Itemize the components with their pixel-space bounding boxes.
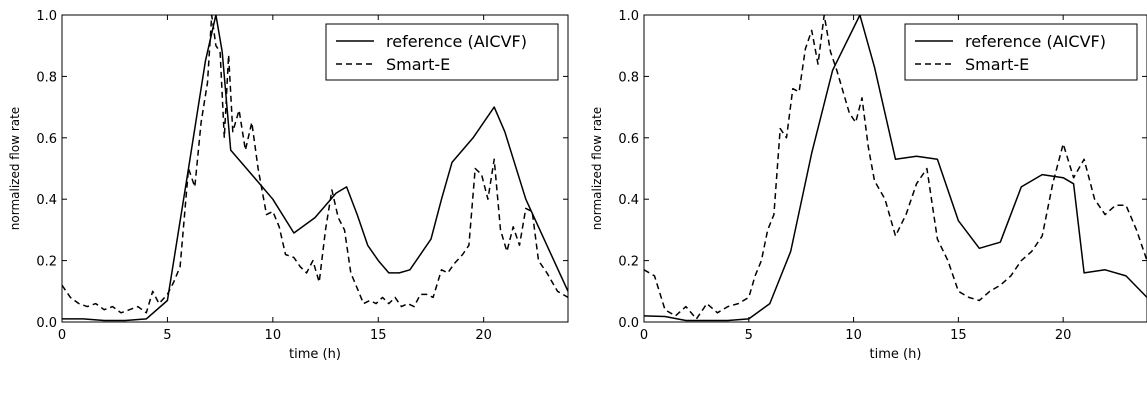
plot-frame bbox=[643, 14, 1147, 323]
legend-label: reference (AICVF) bbox=[965, 32, 1106, 51]
y-tick-label: 1.0 bbox=[36, 9, 57, 24]
y-tick-label: 0.0 bbox=[36, 316, 57, 331]
x-axis-label: time (h) bbox=[289, 347, 341, 362]
y-tick-label: 0.2 bbox=[36, 255, 57, 270]
x-tick-label: 0 bbox=[58, 328, 66, 343]
y-tick-label: 1.0 bbox=[618, 9, 639, 24]
legend-box bbox=[325, 23, 559, 81]
right-chart: 0 5 10 15 20 0.0 0.2 0.4 0.6 0.8 1.0 time (h) normal… bbox=[590, 9, 1147, 362]
y-tick-label: 0.0 bbox=[618, 316, 639, 331]
x-tick-label: 15 bbox=[950, 328, 967, 343]
y-tick-label: 0.4 bbox=[618, 193, 639, 208]
y-tick-label: 0.8 bbox=[618, 70, 639, 85]
legend: reference (AICVF) Smart-E bbox=[904, 23, 1138, 81]
x-tick-label: 15 bbox=[370, 328, 387, 343]
x-axis-label: time (h) bbox=[870, 347, 922, 362]
x-tick-label: 10 bbox=[265, 328, 282, 343]
y-tick-label: 0.4 bbox=[36, 193, 57, 208]
x-tick-label: 20 bbox=[1055, 328, 1072, 343]
legend-label: reference (AICVF) bbox=[386, 32, 527, 51]
x-tick-label: 5 bbox=[163, 328, 171, 343]
y-tick-label: 0.6 bbox=[36, 132, 57, 147]
y-axis-label: normalized flow rate bbox=[8, 107, 22, 230]
plot-frame bbox=[61, 14, 569, 323]
y-tick-label: 0.2 bbox=[618, 255, 639, 270]
left-chart: 0 5 10 15 20 0.0 0.2 0.4 0.6 0.8 1.0 time (h) normal… bbox=[8, 9, 569, 362]
legend-box bbox=[904, 23, 1138, 81]
series-line-reference bbox=[644, 15, 1147, 322]
legend-label: Smart-E bbox=[965, 55, 1029, 74]
series-line-smart-e bbox=[62, 15, 568, 314]
y-tick-label: 0.6 bbox=[618, 132, 639, 147]
x-tick-label: 5 bbox=[745, 328, 753, 343]
y-tick-label: 0.8 bbox=[36, 70, 57, 85]
y-axis-label: normalized flow rate bbox=[590, 107, 604, 230]
x-tick-label: 0 bbox=[640, 328, 648, 343]
x-tick-label: 10 bbox=[845, 328, 862, 343]
series-line-smart-e bbox=[644, 15, 1147, 320]
x-tick-label: 20 bbox=[475, 328, 492, 343]
legend: reference (AICVF) Smart-E bbox=[325, 23, 559, 81]
series-line-reference bbox=[62, 15, 568, 322]
legend-label: Smart-E bbox=[386, 55, 450, 74]
